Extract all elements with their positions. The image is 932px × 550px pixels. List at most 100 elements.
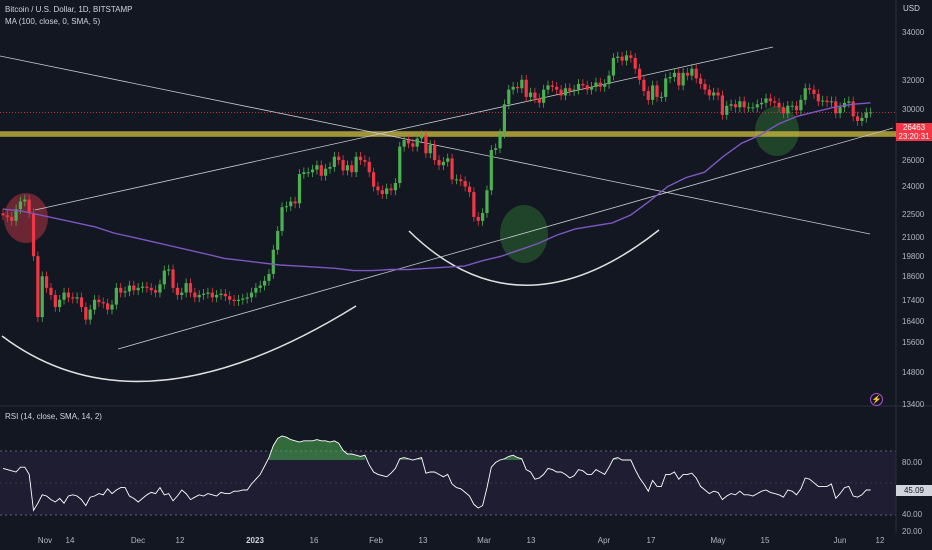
candle-body	[188, 283, 193, 293]
candle-body	[193, 292, 197, 298]
candle-body	[463, 181, 467, 187]
time-axis-tick: 2023	[246, 536, 264, 545]
arc-middle[interactable]	[408, 229, 660, 286]
rsi-legend[interactable]: RSI (14, close, SMA, 14, 2)	[5, 412, 102, 421]
lightning-icon[interactable]: ⚡	[870, 393, 883, 406]
candle-body	[629, 55, 633, 58]
candle-body	[489, 149, 493, 191]
candle-body	[319, 165, 323, 176]
rsi-overbought-fill	[269, 436, 618, 460]
trendline-channel-top[interactable]	[34, 46, 774, 211]
price-axis-tick: 34000	[902, 28, 925, 37]
candle-body	[598, 82, 602, 87]
candle-body	[88, 309, 92, 320]
price-axis-tick: 17400	[902, 296, 925, 305]
candle-body	[768, 98, 772, 102]
candle-body	[742, 101, 746, 108]
candle-body	[515, 86, 520, 89]
candle-body	[324, 168, 328, 176]
support-band[interactable]	[0, 131, 896, 137]
candle-body	[40, 276, 44, 318]
candle-body	[729, 104, 733, 106]
candle-body	[699, 78, 703, 84]
candle-body	[441, 161, 445, 166]
time-axis-tick: 12	[175, 536, 185, 545]
candle-body	[276, 230, 280, 250]
candle-body	[372, 172, 376, 187]
candle-body	[864, 112, 868, 118]
candle-body	[611, 57, 615, 76]
candle-body	[367, 161, 371, 173]
candle-body	[568, 88, 572, 92]
candle-body	[119, 287, 123, 293]
candle-body	[232, 299, 236, 301]
time-axis-tick: 16	[309, 536, 319, 545]
candle-body	[816, 94, 820, 102]
symbol-legend[interactable]: Bitcoin / U.S. Dollar, 1D, BITSTAMP	[5, 5, 133, 14]
candle-body	[494, 148, 498, 150]
candle-body	[101, 302, 105, 304]
candle-body	[393, 182, 397, 191]
candle-body	[332, 156, 336, 167]
arc-left[interactable]	[1, 305, 357, 383]
ma-legend[interactable]: MA (100, close, 0, SMA, 5)	[5, 17, 101, 26]
current-price-value: 26463	[902, 123, 926, 132]
candle-body	[550, 85, 554, 87]
candle-body	[271, 249, 275, 274]
candle-body	[672, 72, 677, 77]
candle-body	[563, 88, 568, 96]
candle-body	[5, 215, 9, 217]
candle-body	[49, 287, 53, 295]
candle-body	[419, 135, 424, 139]
rsi-axis-tick: 80.00	[902, 458, 923, 467]
candle-body	[437, 160, 441, 166]
candle-body	[808, 88, 812, 90]
candle-body	[677, 72, 681, 86]
candle-body	[790, 105, 794, 107]
candle-body	[106, 303, 110, 310]
candle-body	[245, 297, 249, 299]
candle-body	[799, 99, 803, 111]
candle-body	[219, 293, 223, 295]
candle-body	[258, 285, 262, 288]
candle-body	[210, 292, 214, 298]
candle-body	[607, 75, 611, 84]
rsi-axis-tick: 20.00	[902, 527, 923, 536]
candle-body	[459, 179, 463, 182]
time-axis-tick: 17	[646, 536, 656, 545]
candle-body	[725, 105, 729, 115]
candle-body	[450, 158, 454, 180]
candle-body	[27, 199, 31, 214]
candle-body	[149, 287, 153, 291]
candle-body	[498, 133, 502, 149]
candle-body	[162, 270, 166, 285]
candle-body	[572, 89, 576, 92]
candle-body	[302, 172, 306, 174]
candle-body	[10, 216, 14, 221]
trendline-channel-bottom[interactable]	[117, 127, 894, 350]
candle-body	[53, 294, 57, 308]
rsi-value-tag: 45.09	[896, 485, 932, 496]
candle-body	[328, 166, 332, 169]
time-axis-tick: Nov	[37, 536, 53, 545]
rsi-axis-tick: 40.00	[902, 510, 923, 519]
candle-body	[533, 92, 537, 99]
candle-body	[651, 85, 655, 100]
candle-body	[773, 101, 777, 103]
candle-body	[781, 107, 786, 114]
candle-body	[110, 304, 114, 310]
candle-body	[655, 85, 659, 97]
candle-body	[603, 83, 607, 87]
price-axis-tick: 16400	[902, 317, 925, 326]
candle-body	[23, 199, 27, 202]
candle-body	[712, 92, 716, 96]
price-axis-tick: 13400	[902, 400, 925, 409]
candle-body	[642, 79, 646, 92]
candle-body	[223, 293, 227, 297]
candle-body	[485, 190, 489, 214]
candle-body	[659, 96, 663, 98]
candle-body	[97, 299, 101, 303]
time-axis-tick: May	[710, 536, 726, 545]
candle-body	[733, 104, 738, 108]
